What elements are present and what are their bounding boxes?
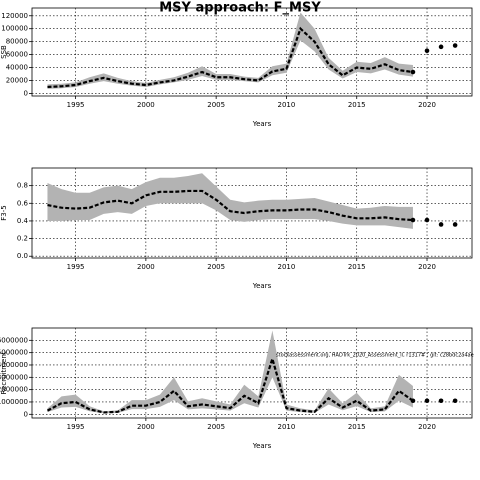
x-tick-label: 2000 (137, 423, 155, 431)
x-tick-label: 2015 (348, 263, 366, 271)
x-tick-label: 2005 (207, 263, 225, 271)
x-tick-label: 2020 (418, 263, 436, 271)
confidence-band (47, 173, 413, 229)
forecast-point (424, 217, 430, 223)
forecast-point (424, 48, 430, 54)
forecast-point (452, 43, 458, 48)
plot-frame (31, 327, 473, 419)
forecast-point (452, 222, 458, 227)
y-axis-label: SSB (0, 45, 8, 59)
x-tick-label: 2020 (418, 423, 436, 431)
confidence-band (47, 12, 413, 89)
estimate-line (47, 189, 414, 222)
forecast-point (452, 398, 458, 404)
x-tick-label: 2000 (137, 263, 155, 271)
plot-area (32, 168, 472, 258)
x-tick-label: 1995 (67, 101, 85, 109)
confidence-band (47, 330, 413, 414)
x-tick-label: 2010 (278, 101, 296, 109)
y-tick-label: 1000000 (0, 398, 28, 406)
forecast-point (438, 398, 444, 404)
estimate-line (46, 355, 414, 414)
y-tick-label: 5000000 (0, 349, 28, 357)
y-tick-label: 0.6 (17, 199, 29, 207)
x-tick-label: 2010 (278, 263, 296, 271)
y-tick-label: 0.4 (17, 217, 29, 225)
y-tick-label: 80000 (6, 38, 28, 46)
forecast-point (438, 222, 444, 227)
y-tick-label: 0.2 (17, 235, 28, 243)
y-tick-label: 60000 (6, 51, 28, 59)
y-tick-label: 6000000 (0, 336, 28, 344)
x-axis-label: Years (252, 442, 272, 450)
x-tick-label: 2010 (278, 423, 296, 431)
last-point (410, 217, 416, 223)
x-tick-label: 2000 (137, 101, 155, 109)
y-axis-label: F3-5 (0, 205, 8, 220)
last-point (410, 398, 416, 404)
x-tick-label: 2015 (348, 101, 366, 109)
y-tick-label: 3000000 (0, 373, 28, 381)
y-tick-label: 4000000 (0, 361, 28, 369)
y-tick-label: 0 (24, 89, 28, 97)
x-tick-label: 2015 (348, 423, 366, 431)
annotation: stockassessment.org, HADTrk_2020_Assessm… (276, 353, 474, 359)
y-tick-label: 0.8 (17, 182, 28, 190)
plot-frame (31, 7, 473, 97)
forecast-point (438, 44, 444, 50)
y-tick-label: 120000 (1, 12, 28, 20)
y-tick-label: 100000 (1, 25, 28, 33)
y-tick-label: 0 (24, 410, 28, 418)
plot-area (32, 328, 472, 418)
x-axis-label: Years (252, 120, 272, 128)
y-tick-label: 40000 (6, 64, 28, 72)
x-tick-label: 2020 (418, 101, 436, 109)
y-axis-label: Recruitment (0, 351, 8, 394)
y-tick-label: 0.0 (17, 252, 28, 260)
x-tick-label: 2005 (207, 101, 225, 109)
x-tick-label: 1995 (67, 423, 85, 431)
estimate-line (47, 26, 414, 89)
plot-frame (31, 167, 473, 259)
x-tick-label: 2005 (207, 423, 225, 431)
y-tick-label: 20000 (6, 76, 28, 84)
forecast-point (424, 398, 430, 404)
last-point (410, 69, 416, 75)
x-tick-label: 1995 (67, 263, 85, 271)
plot-area (32, 8, 472, 96)
x-axis-label: Years (252, 282, 272, 290)
